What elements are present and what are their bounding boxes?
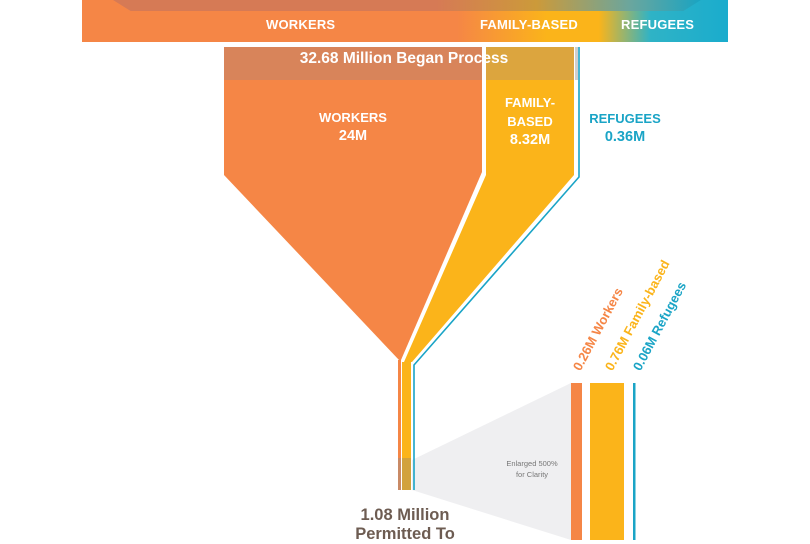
family-funnel-segment bbox=[404, 80, 574, 362]
permitted-total-line1: 1.08 Million bbox=[360, 506, 450, 524]
stem-permitted-workers bbox=[398, 458, 401, 490]
refugees-funnel-segment bbox=[413, 47, 580, 490]
family-segment-label: FAMILY- BASED 8.32M bbox=[486, 93, 574, 150]
workers-value: 24M bbox=[338, 128, 368, 144]
workers-funnel-segment bbox=[224, 80, 482, 360]
workers-segment-label: WORKERS 24M bbox=[293, 108, 413, 146]
began-process-band-family bbox=[486, 47, 574, 80]
began-process-band-refugee-edge bbox=[575, 47, 578, 80]
permitted-total-line2: Permitted To bbox=[355, 525, 455, 543]
began-process-title: 32.68 Million Began Process bbox=[299, 50, 509, 67]
header-label-workers: WORKERS bbox=[266, 17, 336, 32]
header-label-family-based: FAMILY-BASED bbox=[480, 17, 578, 32]
enlargement-wedge bbox=[412, 383, 571, 540]
stem-workers bbox=[398, 360, 401, 490]
stem-permitted-family bbox=[402, 458, 411, 490]
family-label-line1: FAMILY- bbox=[504, 95, 556, 110]
enlarged-note: Enlarged 500% for Clarity bbox=[492, 458, 572, 480]
enlarged-note-line2: for Clarity bbox=[515, 470, 549, 479]
enlarged-bar-refugees bbox=[633, 383, 636, 540]
family-label-line2: BASED bbox=[507, 114, 553, 129]
stem-family bbox=[402, 362, 411, 490]
enlarged-bar-workers bbox=[571, 383, 582, 540]
refugees-segment-label: REFUGEES 0.36M bbox=[583, 109, 667, 147]
workers-label: WORKERS bbox=[319, 110, 387, 125]
refugees-label: REFUGEES bbox=[589, 111, 661, 126]
refugees-value: 0.36M bbox=[604, 129, 646, 145]
permitted-total: 1.08 Million Permitted To bbox=[330, 506, 480, 544]
enlarged-note-line1: Enlarged 500% bbox=[506, 459, 558, 468]
began-process-band-workers bbox=[224, 47, 482, 80]
header-label-refugees: REFUGEES bbox=[621, 17, 695, 32]
family-value: 8.32M bbox=[509, 132, 551, 148]
enlarged-bar-family bbox=[590, 383, 624, 540]
category-header-shadow bbox=[113, 0, 701, 11]
